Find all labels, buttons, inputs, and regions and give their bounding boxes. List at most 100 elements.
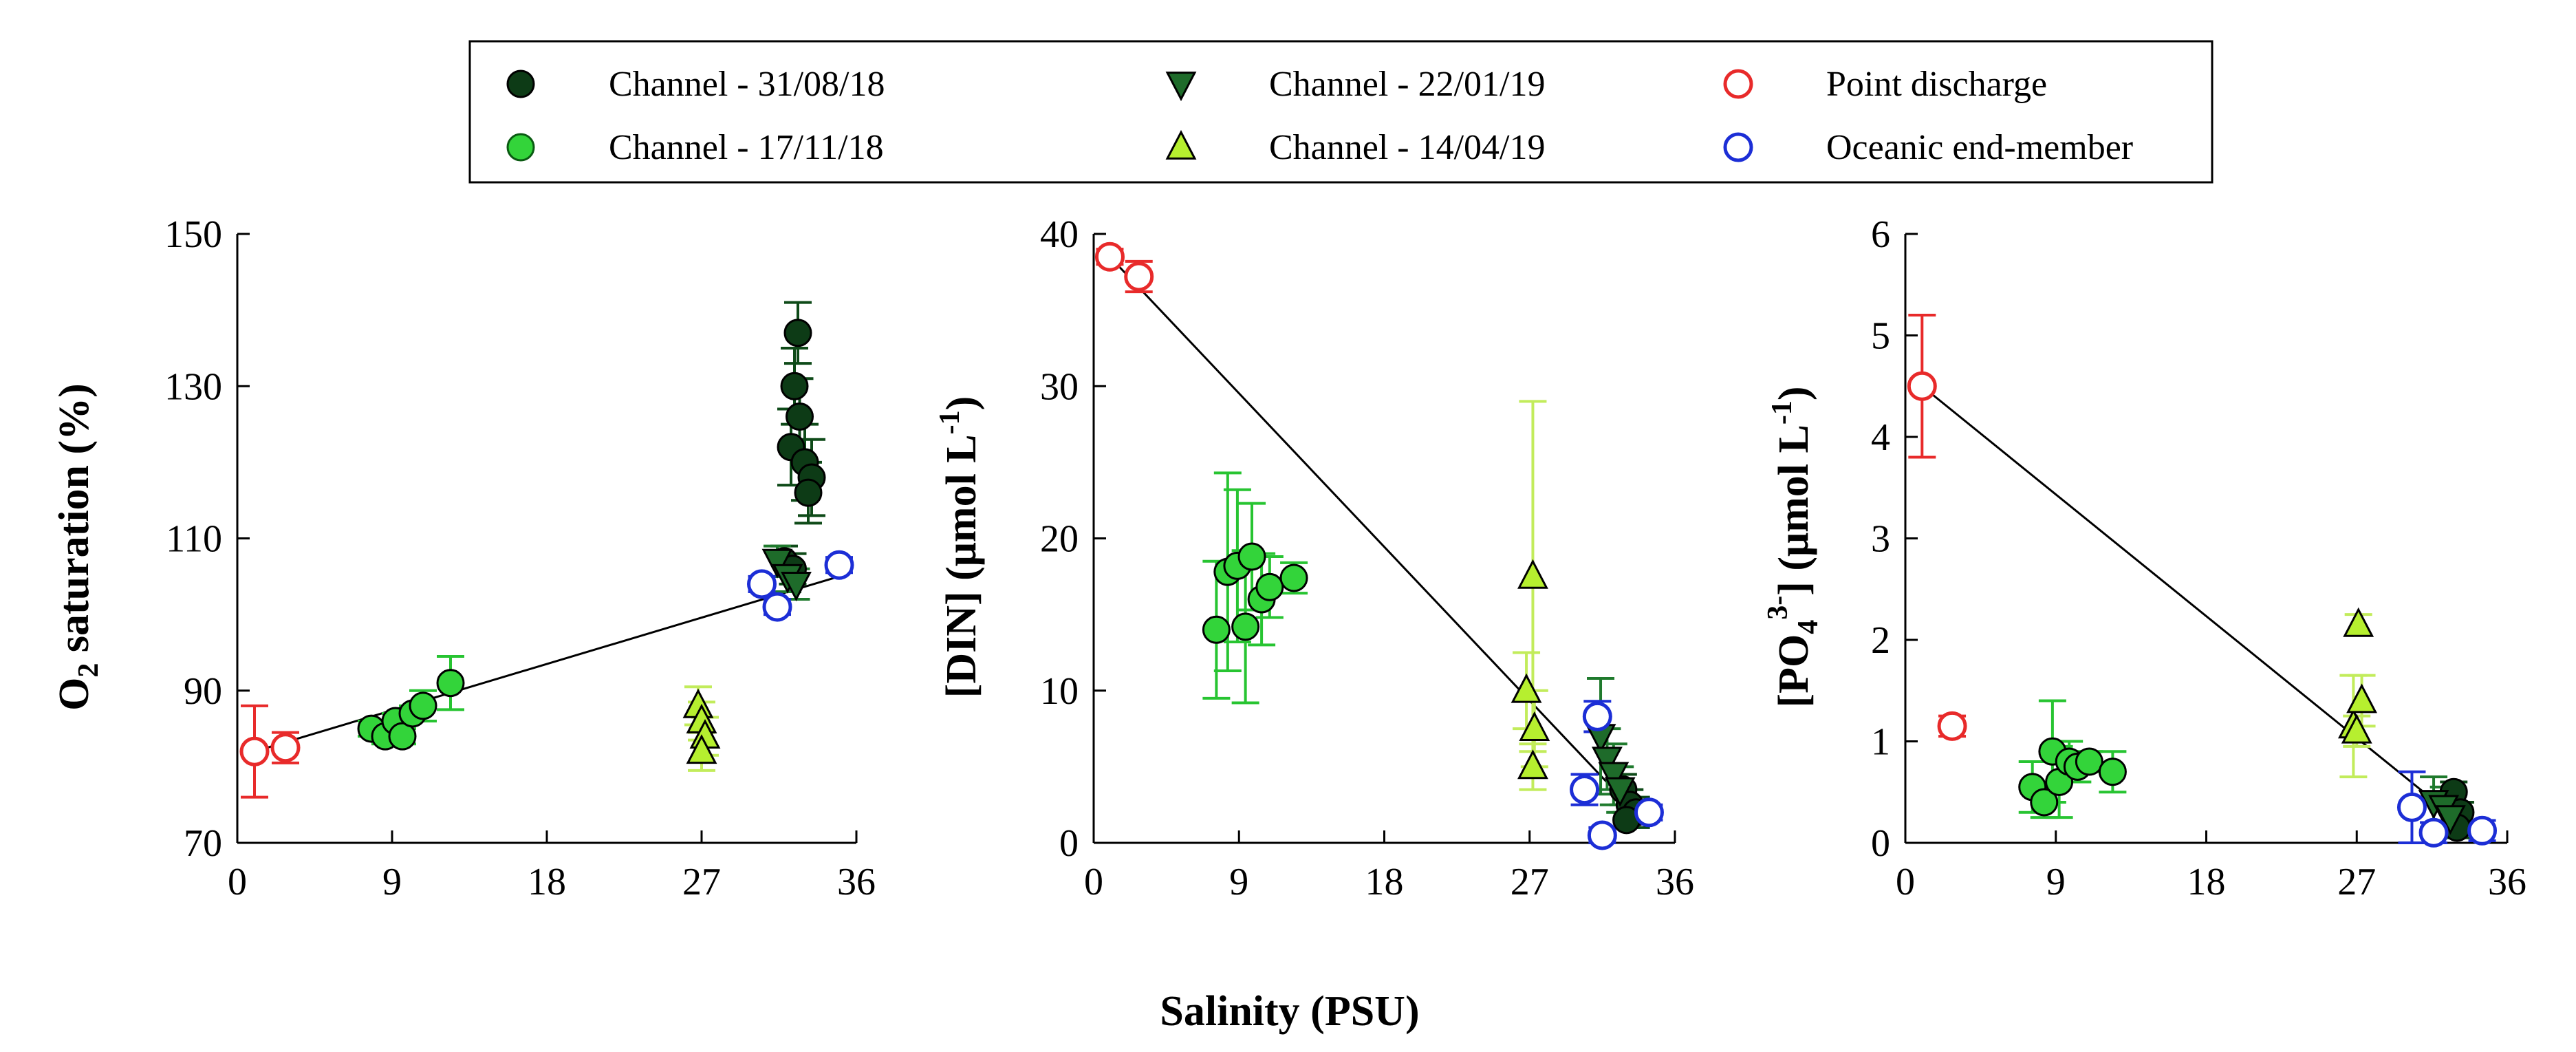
point-c3 [1591, 747, 1623, 777]
point-c1 [783, 319, 812, 347]
x-tick-label: 27 [1511, 861, 1549, 903]
legend-label-3: Channel - 14/04/19 [1269, 128, 1546, 167]
ylabel-po4-end: ) [1771, 386, 1817, 400]
y-tick-label: 110 [166, 518, 222, 561]
point-c3 [1598, 762, 1630, 792]
point-c2 [2030, 788, 2059, 817]
mixing-line [1921, 385, 2475, 834]
point-c2 [436, 669, 465, 698]
x-tick-label: 0 [228, 861, 247, 903]
error-bars [241, 301, 853, 799]
ylabel-po4-sub: 4 [1793, 620, 1824, 634]
x-tick-label: 36 [1656, 861, 1694, 903]
point-c4 [2341, 713, 2372, 744]
point-c3 [1604, 777, 1636, 807]
legend: Channel - 31/08/18 Channel - 17/11/18 Chan… [468, 40, 2214, 184]
data-points [1907, 371, 2498, 848]
point-c4 [1519, 711, 1550, 741]
error-bars [1908, 314, 2496, 844]
point-c1 [786, 402, 814, 431]
point-c2 [409, 691, 437, 720]
legend-marker-1 [506, 133, 535, 162]
y-tick-label: 4 [1871, 416, 1890, 459]
data-points [1094, 241, 1664, 850]
panel-phosphate: 0 1 2 3 4 5 6 0 9 18 27 36 [1871, 213, 2526, 903]
point-c2 [2075, 747, 2103, 776]
y-tick-label: 6 [1871, 213, 1890, 256]
legend-items: Channel - 31/08/18 Channel - 17/11/18 Chan… [506, 65, 2133, 167]
ylabel-po4-rest: ] (μmol L [1771, 425, 1817, 596]
legend-frame [468, 40, 2214, 184]
x-tick-label: 27 [682, 861, 721, 903]
x-tick-label: 9 [1229, 861, 1248, 903]
point-c2 [2098, 758, 2127, 786]
point-c3 [2434, 805, 2466, 835]
ylabel-o2: O2 saturation (%) [51, 383, 105, 711]
x-tick-label: 36 [2488, 861, 2526, 903]
ylabel-din-rest: ) [938, 396, 985, 411]
point-c4 [1517, 559, 1548, 589]
x-tick-label: 18 [528, 861, 566, 903]
mixing-line [1109, 256, 1644, 821]
point-point [270, 733, 301, 763]
point-c1 [780, 372, 809, 400]
y-tick-label: 10 [1040, 670, 1079, 713]
x-tick-label: 27 [2337, 861, 2376, 903]
legend-label-0: Channel - 31/08/18 [609, 65, 885, 104]
legend-marker-5 [1723, 132, 1753, 162]
x-tick-label: 9 [2046, 861, 2066, 903]
y-tick-label: 150 [164, 213, 222, 256]
point-point [1094, 241, 1125, 272]
point-c4 [1517, 749, 1548, 780]
legend-label-4: Point discharge [1826, 65, 2047, 104]
y-tick-label: 1 [1871, 721, 1890, 764]
x-tick-label: 0 [1084, 861, 1103, 903]
y-tick-label: 20 [1040, 518, 1079, 561]
legend-marker-2 [1165, 72, 1197, 102]
ylabel-po4-main: [PO [1771, 634, 1817, 708]
x-tick-label: 18 [2187, 861, 2226, 903]
legend-marker-0 [506, 69, 535, 98]
point-ocean [824, 550, 854, 580]
legend-marker-4 [1723, 69, 1753, 99]
point-ocean [747, 569, 777, 599]
legend-label-2: Channel - 22/01/19 [1269, 65, 1546, 104]
x-tick-label: 9 [382, 861, 402, 903]
legend-marker-3 [1165, 129, 1197, 160]
ylabel-din-main: [DIN] (μmol L [938, 434, 985, 698]
y-tick-label: 70 [184, 822, 222, 865]
ylabel-din: [DIN] (μmol L-1) [934, 396, 985, 698]
point-c2 [1255, 572, 1284, 601]
error-bars [1096, 248, 1663, 844]
point-ocean [1582, 701, 1612, 731]
y-tick-label: 3 [1871, 518, 1890, 561]
point-point [1937, 711, 1967, 741]
panel-o2-saturation: 70 90 110 130 150 0 9 18 27 36 [164, 213, 876, 903]
legend-label-1: Channel - 17/11/18 [609, 128, 884, 167]
ylabel-po4: [PO43-] (μmol L-1) [1762, 386, 1824, 707]
point-point [239, 736, 270, 766]
y-tick-label: 0 [1059, 822, 1079, 865]
ylabel-po4-sup2: -1 [1766, 400, 1798, 425]
point-ocean [1634, 797, 1664, 828]
y-tick-label: 5 [1871, 315, 1890, 358]
point-ocean [1587, 820, 1617, 850]
y-tick-label: 40 [1040, 213, 1079, 256]
ylabel-o2-main: O [51, 678, 98, 711]
data-points [239, 319, 854, 766]
point-c4 [1511, 673, 1542, 703]
point-point [1124, 261, 1154, 292]
legend-label-5: Oceanic end-member [1826, 128, 2133, 167]
xlabel-shared: Salinity (PSU) [1160, 988, 1419, 1035]
x-tick-label: 18 [1365, 861, 1404, 903]
ylabel-o2-rest: saturation (%) [51, 383, 98, 663]
point-c2 [1237, 542, 1266, 571]
y-tick-label: 90 [184, 670, 222, 713]
point-c3 [761, 548, 793, 579]
point-ocean [762, 592, 792, 622]
y-tick-label: 2 [1871, 619, 1890, 662]
mixing-line [254, 575, 840, 753]
point-ocean [2467, 815, 2498, 846]
point-c4 [2346, 683, 2377, 713]
